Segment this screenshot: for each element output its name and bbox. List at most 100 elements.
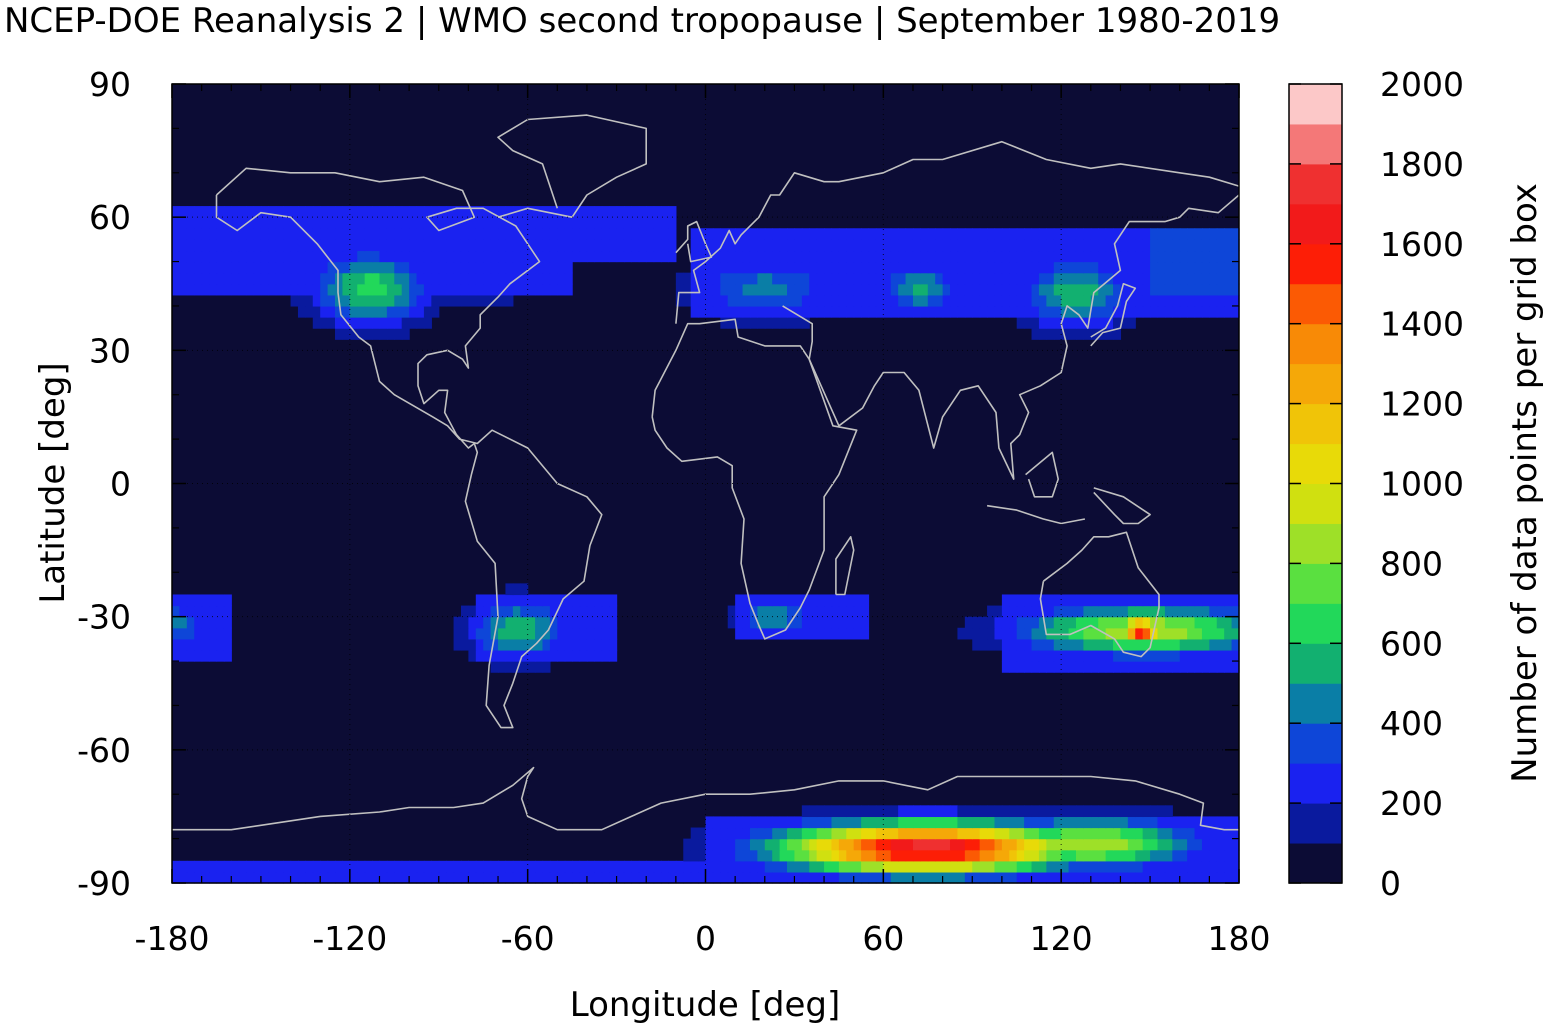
heat-cell — [638, 239, 647, 252]
heat-cell — [809, 272, 818, 285]
heat-cell — [579, 228, 588, 240]
heat-cell — [898, 283, 907, 296]
heat-cell — [194, 239, 203, 252]
heat-cell — [201, 239, 210, 252]
heat-cell — [379, 305, 388, 318]
heat-cell — [342, 250, 351, 263]
heat-cell — [327, 283, 336, 296]
heat-cell — [927, 294, 936, 307]
heat-cell — [646, 871, 655, 884]
heat-cell — [297, 217, 306, 229]
heat-cell — [1231, 616, 1240, 629]
heat-cell — [1127, 838, 1136, 851]
heat-cell — [987, 272, 996, 285]
heat-cell — [549, 239, 558, 252]
heat-cell — [661, 239, 670, 252]
heat-cell — [972, 860, 981, 873]
heat-cell — [1142, 816, 1151, 829]
heat-cell — [846, 272, 855, 285]
y-tick-label: -60 — [77, 731, 131, 770]
heat-cell — [1061, 328, 1070, 340]
heat-cell — [675, 283, 684, 296]
heat-cell — [838, 816, 847, 829]
heat-cell — [535, 261, 544, 274]
heat-cell — [1038, 860, 1047, 873]
heat-cell — [957, 228, 966, 240]
heat-cell — [172, 239, 181, 252]
heat-cell — [987, 250, 996, 263]
heat-cell — [861, 827, 870, 840]
heat-cell — [1127, 638, 1136, 651]
heat-cell — [475, 860, 484, 873]
heat-cell — [1120, 605, 1129, 618]
heat-cell — [490, 228, 499, 240]
heat-cell — [668, 239, 677, 252]
heat-cell — [275, 283, 284, 296]
heat-cell — [201, 206, 210, 218]
heat-cell — [646, 217, 655, 229]
heat-cell — [505, 228, 514, 240]
heat-cell — [542, 661, 551, 673]
heat-cell — [1024, 605, 1033, 618]
heat-cell — [1009, 627, 1018, 640]
heat-cell — [431, 305, 440, 318]
heat-cell — [1053, 649, 1062, 662]
heat-cell — [320, 250, 329, 263]
heat-cell — [1075, 616, 1084, 629]
heat-cell — [1024, 860, 1033, 873]
heat-cell — [794, 272, 803, 285]
heat-cell — [1098, 261, 1107, 274]
heat-cell — [505, 583, 514, 596]
heat-cell — [520, 871, 529, 884]
heat-cell — [505, 638, 514, 651]
heat-cell — [920, 805, 929, 818]
heat-cell — [757, 605, 766, 618]
heat-cell — [883, 261, 892, 274]
heat-cell — [735, 605, 744, 618]
heat-cell — [194, 605, 203, 618]
heat-cell — [179, 272, 188, 285]
heat-cell — [1068, 250, 1077, 263]
heat-cell — [1157, 605, 1166, 618]
heat-cell — [386, 217, 395, 229]
heat-cell — [1224, 305, 1233, 318]
heat-cell — [1127, 661, 1136, 673]
heat-cell — [505, 649, 514, 662]
heat-cell — [320, 228, 329, 240]
heat-cell — [749, 283, 758, 296]
coastline — [1090, 283, 1137, 347]
heat-cell — [1061, 816, 1070, 829]
heat-cell — [735, 250, 744, 263]
heat-cell — [616, 250, 625, 263]
heat-cell — [312, 239, 321, 252]
heat-cell — [1113, 294, 1122, 307]
heat-cell — [1046, 317, 1055, 329]
heat-cell — [1157, 283, 1166, 296]
colorbar-swatch — [1289, 283, 1342, 325]
heat-cell — [1009, 816, 1018, 829]
heat-cell — [1135, 250, 1144, 263]
heat-cell — [853, 860, 862, 873]
heat-cell — [1172, 594, 1181, 607]
heat-cell — [994, 638, 1003, 651]
heat-cell — [838, 838, 847, 851]
heat-cell — [964, 805, 973, 818]
heat-cell — [1075, 827, 1084, 840]
heat-cell — [223, 261, 232, 274]
heat-cell — [386, 206, 395, 218]
heat-cell — [631, 860, 640, 873]
heat-cell — [238, 871, 247, 884]
heat-cell — [875, 805, 884, 818]
heat-cell — [1164, 605, 1173, 618]
heat-cell — [779, 228, 788, 240]
heat-cell — [409, 261, 418, 274]
heat-cell — [720, 228, 729, 240]
heat-cell — [727, 871, 736, 884]
heat-cell — [964, 838, 973, 851]
heat-cell — [779, 317, 788, 329]
heat-cell — [416, 250, 425, 263]
heat-cell — [498, 239, 507, 252]
heat-cell — [394, 239, 403, 252]
heat-cell — [505, 627, 514, 640]
heat-cell — [1179, 605, 1188, 618]
